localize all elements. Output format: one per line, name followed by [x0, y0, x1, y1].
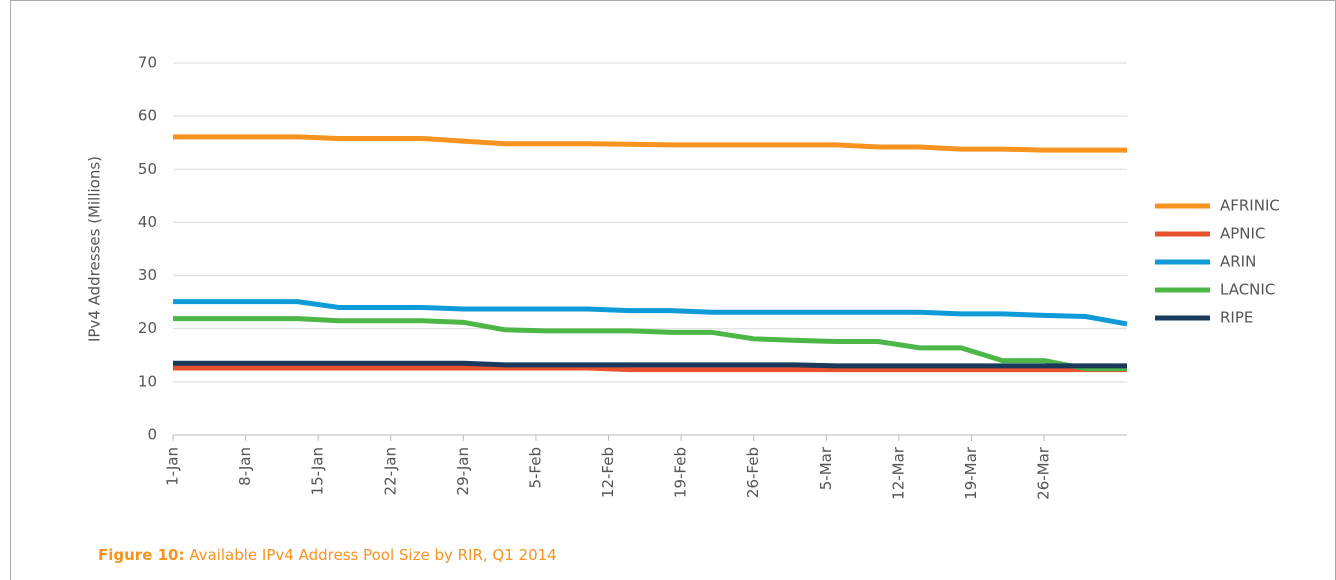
series-line: [173, 134, 1127, 153]
x-tick-label: 19-Feb: [672, 447, 690, 498]
y-tick-label: 40: [138, 213, 157, 231]
x-tick-label: 19-Mar: [962, 446, 980, 500]
legend-label: LACNIC: [1220, 281, 1275, 299]
legend-label: ARIN: [1220, 253, 1256, 271]
x-tick-label: 15-Jan: [309, 447, 327, 495]
caption: Figure 10: Available IPv4 Address Pool S…: [98, 546, 557, 564]
x-tick-label: 26-Feb: [744, 447, 762, 498]
y-tick-label: 60: [138, 107, 157, 125]
y-tick-label: 70: [138, 54, 157, 72]
y-tick-label: 10: [138, 372, 157, 390]
caption-title: Available IPv4 Address Pool Size by RIR,…: [189, 546, 556, 564]
legend-label: APNIC: [1220, 225, 1265, 243]
y-tick-label: 0: [147, 426, 157, 444]
y-tick-label: 30: [138, 266, 157, 284]
x-tick-label: 12-Mar: [889, 446, 907, 500]
x-tick-label: 8-Jan: [236, 447, 254, 486]
x-tick-label: 12-Feb: [599, 447, 617, 498]
x-tick-label: 1-Jan: [164, 447, 182, 486]
y-tick-label: 50: [138, 160, 157, 178]
legend-label: AFRINIC: [1220, 197, 1280, 215]
x-tick-label: 5-Mar: [817, 446, 835, 490]
series-line: [173, 365, 1127, 373]
series-line: [173, 360, 1127, 369]
legend-label: RIPE: [1220, 309, 1253, 327]
y-axis-label: IPv4 Addresses (Millions): [86, 156, 104, 342]
x-tick-label: 5-Feb: [526, 447, 544, 489]
figure-label: Figure 10:: [98, 546, 184, 564]
x-tick-label: 29-Jan: [454, 447, 472, 495]
series-line: [173, 316, 1127, 372]
x-tick-label: 26-Mar: [1035, 446, 1053, 500]
y-tick-label: 20: [138, 319, 157, 337]
x-tick-label: 22-Jan: [381, 447, 399, 495]
series-line: [173, 299, 1128, 327]
